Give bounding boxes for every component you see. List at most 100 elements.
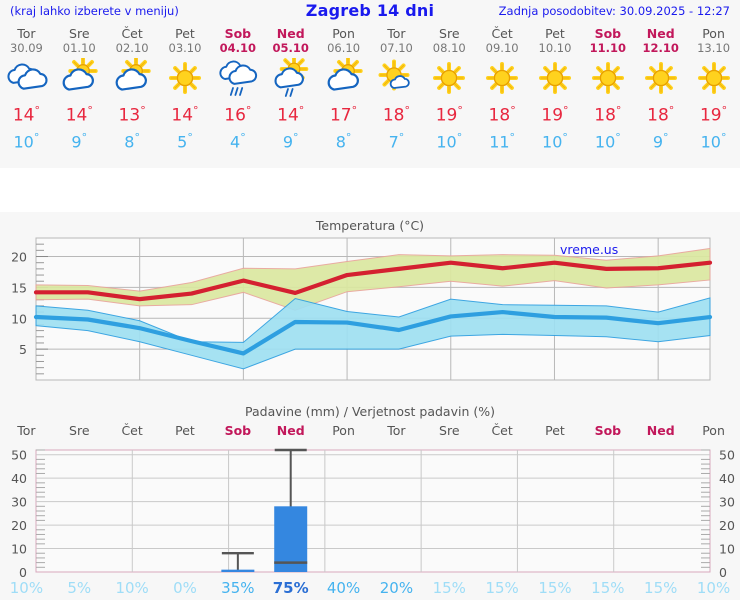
- day-column[interactable]: Pon 06.10 17° 8°: [317, 26, 370, 152]
- precipitation-day-label: Ned: [276, 423, 305, 438]
- sun-rain-icon: [264, 58, 317, 100]
- svg-text:10: 10: [11, 542, 27, 557]
- temp-min: 4°: [230, 130, 246, 151]
- sunny-icon: [529, 58, 582, 100]
- temp-min: 10°: [594, 130, 621, 151]
- svg-text:50: 50: [11, 448, 27, 463]
- day-name: Tor: [17, 26, 36, 41]
- precipitation-probability: 10%: [9, 579, 44, 597]
- day-column[interactable]: Pet 03.10 14° 5°: [159, 26, 212, 152]
- rain-cloud-icon: [211, 58, 264, 100]
- last-updated: Zadnja posodobitev: 30.09.2025 - 12:27: [498, 4, 730, 18]
- temp-min: 9°: [652, 130, 669, 151]
- temperature-chart-title: Temperatura (°C): [315, 218, 425, 233]
- day-name: Sre: [69, 26, 90, 41]
- day-date: 02.10: [115, 41, 149, 55]
- temp-min: 8°: [124, 130, 140, 151]
- temp-min: 8°: [335, 130, 352, 151]
- svg-text:20: 20: [719, 518, 735, 533]
- precipitation-probability: 5%: [67, 579, 92, 597]
- precipitation-day-label: Čet: [121, 423, 143, 438]
- day-date: 08.10: [432, 41, 466, 55]
- sunny-icon: [423, 58, 476, 100]
- precipitation-probability: 40%: [326, 579, 361, 597]
- temperature-chart: Temperatura (°C) 5 10 15 20 vreme.us: [0, 212, 740, 397]
- day-column[interactable]: Sob 11.10 18° 10°: [581, 26, 634, 152]
- precipitation-day-label: Sre: [69, 423, 90, 438]
- precipitation-probability: 10%: [115, 579, 149, 597]
- sun-small-cloud-icon: [370, 58, 423, 100]
- precipitation-probability: 15%: [591, 579, 625, 597]
- precipitation-probability: 75%: [272, 579, 309, 597]
- precipitation-probability-row: 10% 5% 10% 0% 35% 75% 40% 20% 15% 15% 15% 15% 15% 10%: [0, 579, 740, 599]
- day-column[interactable]: Tor 07.10 18° 7°: [370, 26, 423, 152]
- svg-text:0: 0: [19, 565, 27, 580]
- day-name: Ned: [276, 26, 305, 41]
- day-column[interactable]: Sre 01.10 14° 9°: [53, 26, 106, 152]
- svg-text:20: 20: [11, 518, 27, 533]
- day-date: 11.10: [589, 41, 627, 55]
- precipitation-probability: 15%: [485, 579, 519, 597]
- cloudy-icon: [0, 58, 53, 100]
- watermark: vreme.us: [560, 242, 619, 257]
- temp-min: 5°: [177, 130, 193, 151]
- temp-min: 10°: [13, 130, 40, 151]
- temp-min: 9°: [71, 130, 88, 151]
- day-name: Sob: [224, 26, 252, 41]
- day-date: 13.10: [697, 41, 731, 55]
- precipitation-probability: 15%: [538, 579, 572, 597]
- precipitation-probability: 20%: [379, 579, 414, 597]
- sunny-icon: [159, 58, 212, 100]
- day-date: 03.10: [168, 41, 202, 55]
- day-name: Pon: [332, 26, 355, 41]
- day-date: 09.10: [485, 41, 519, 55]
- precipitation-plot: 0 0 10 10 20 20 30 30 40 40 50 50: [11, 448, 735, 580]
- svg-text:40: 40: [11, 471, 27, 486]
- svg-text:20: 20: [11, 250, 27, 265]
- day-column[interactable]: Čet 09.10 18° 11°: [476, 26, 529, 152]
- temp-min: 10°: [542, 130, 568, 151]
- temp-max: 16°: [224, 104, 252, 126]
- precipitation-probability: 15%: [432, 579, 466, 597]
- temp-min: 11°: [489, 130, 516, 151]
- temp-max: 17°: [329, 104, 358, 126]
- panel-separator: [0, 168, 740, 212]
- day-date: 04.10: [219, 41, 257, 55]
- day-date: 06.10: [327, 41, 361, 55]
- day-name: Sre: [439, 26, 460, 41]
- precipitation-day-label: Pet: [545, 423, 565, 438]
- top-bar: (kraj lahko izberete v meniju) Zagreb 14…: [0, 0, 740, 26]
- day-name: Čet: [121, 26, 143, 41]
- temp-max: 14°: [171, 104, 199, 126]
- day-column[interactable]: Pet 10.10 19° 10°: [529, 26, 582, 152]
- svg-text:50: 50: [719, 448, 735, 463]
- temp-max: 18°: [647, 104, 675, 126]
- precipitation-probability: 0%: [173, 579, 197, 597]
- day-column[interactable]: Ned 05.10 14° 9°: [264, 26, 317, 152]
- precipitation-day-labels: Tor Sre Čet Pet Sob Ned Pon Tor Sre Čet Pet Sob Ned P…: [0, 423, 740, 439]
- precipitation-day-label: Pet: [175, 423, 195, 438]
- day-name: Pet: [545, 26, 565, 41]
- temp-min: 10°: [436, 130, 463, 151]
- precipitation-day-label: Sob: [224, 423, 252, 438]
- precipitation-day-label: Tor: [387, 423, 406, 438]
- partly-sunny-icon: [317, 58, 370, 100]
- day-column[interactable]: Tor 30.09 14° 10°: [0, 26, 53, 152]
- precipitation-chart-title: Padavine (mm) / Verjetnost padavin (%): [245, 404, 495, 419]
- svg-text:5: 5: [19, 342, 27, 357]
- day-name: Pet: [175, 26, 195, 41]
- day-column[interactable]: Sre 08.10 19° 10°: [423, 26, 476, 152]
- day-date: 30.09: [9, 41, 43, 55]
- day-column[interactable]: Sob 04.10 16° 4°: [211, 26, 264, 152]
- page-title: Zagreb 14 dni: [305, 1, 435, 20]
- day-column[interactable]: Čet 02.10 13° 8°: [106, 26, 159, 152]
- partly-sunny-icon: [53, 58, 106, 100]
- daily-forecast-strip: Tor 30.09 14° 10° Sre 01.10 14° 9° Čet 02.10 13…: [0, 26, 740, 168]
- svg-text:30: 30: [719, 495, 735, 510]
- temp-max: 18°: [594, 104, 622, 126]
- day-column[interactable]: Pon 13.10 19° 10°: [687, 26, 740, 152]
- sunny-icon: [476, 58, 529, 100]
- day-name: Sob: [594, 26, 622, 41]
- day-column[interactable]: Ned 12.10 18° 9°: [634, 26, 687, 152]
